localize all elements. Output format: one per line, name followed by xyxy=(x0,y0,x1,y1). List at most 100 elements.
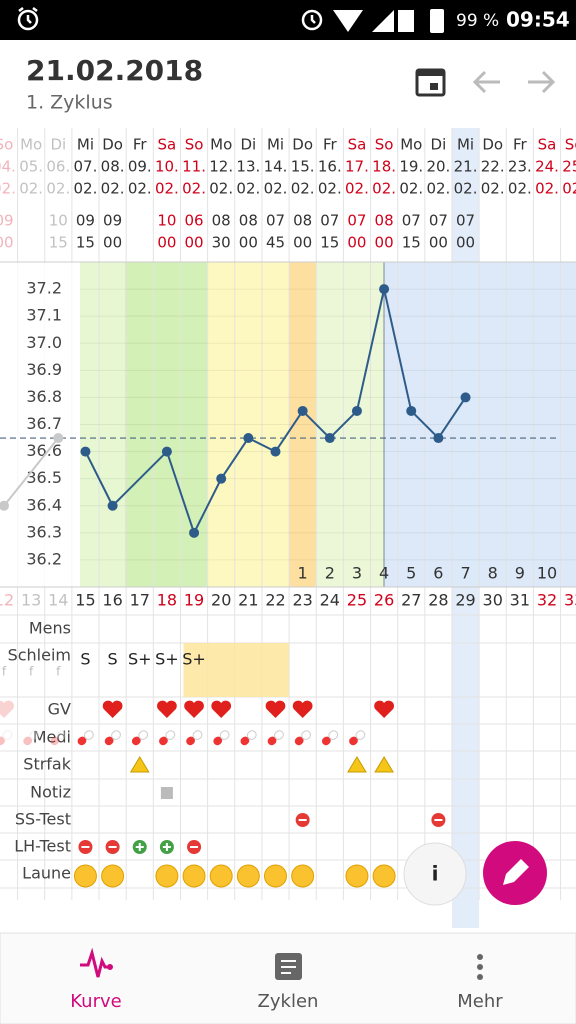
pill-icon xyxy=(267,730,284,746)
month: 02. xyxy=(508,180,532,198)
day: 07. xyxy=(74,158,98,176)
pill-half xyxy=(246,730,257,740)
header-cycle: 1. Zyklus xyxy=(26,92,113,114)
luteal-day: 3 xyxy=(352,564,362,583)
temp-segment xyxy=(329,410,358,439)
nav-item[interactable]: Kurve xyxy=(70,991,121,1012)
heart-icon xyxy=(374,700,395,718)
temp-segment xyxy=(301,410,331,439)
time-hour: 07 xyxy=(347,212,366,230)
phase-band xyxy=(316,262,384,587)
month: 02. xyxy=(0,180,16,198)
test-sign xyxy=(135,843,144,851)
luteal-day: 9 xyxy=(515,564,525,583)
pill-icon xyxy=(294,730,311,746)
time-minute: 30 xyxy=(212,234,231,252)
cycle-day: 32 xyxy=(537,591,557,610)
time-hour: 09 xyxy=(0,212,14,230)
day: 17. xyxy=(345,158,369,176)
signal-icon xyxy=(372,10,394,32)
heart-icon xyxy=(184,700,204,718)
y-tick-label: 36.4 xyxy=(26,495,62,514)
pill-half xyxy=(165,730,176,740)
month: 02. xyxy=(74,180,98,198)
temp-point xyxy=(53,433,64,444)
luteal-day: 1 xyxy=(298,564,308,583)
battery-icon xyxy=(430,9,444,33)
pill-icon xyxy=(77,730,94,746)
pill-icon xyxy=(213,730,230,746)
calendar-button[interactable] xyxy=(415,68,446,97)
next-button[interactable] xyxy=(528,70,556,94)
row-label: GV xyxy=(48,700,71,719)
time-minute: 15 xyxy=(320,234,339,252)
temp-segment xyxy=(410,410,440,439)
nav-item[interactable]: Mehr xyxy=(457,991,503,1012)
luteal-day: 5 xyxy=(406,564,416,583)
weekday: Mo xyxy=(400,136,422,154)
month: 02. xyxy=(535,180,559,198)
mood-icon xyxy=(291,864,315,888)
temp-point xyxy=(433,433,444,444)
weekday: Fr xyxy=(323,136,338,154)
month: 02. xyxy=(291,180,315,198)
row-label: Mens xyxy=(29,619,71,638)
time-minute: 00 xyxy=(347,234,366,252)
weekday: Do xyxy=(482,136,503,154)
time-minute: 00 xyxy=(293,234,312,252)
time-hour: 06 xyxy=(185,212,204,230)
time-minute: 00 xyxy=(456,234,475,252)
mucus-value: S xyxy=(80,650,90,669)
temp-segment xyxy=(165,451,195,534)
info-button[interactable] xyxy=(403,842,467,906)
month: 02. xyxy=(236,180,260,198)
mood-icon xyxy=(155,864,179,888)
warning-icon xyxy=(129,756,150,773)
time-minute: 45 xyxy=(266,234,285,252)
heart-icon xyxy=(265,700,286,718)
day: 14. xyxy=(264,158,288,176)
cycle-day: 26 xyxy=(374,591,394,610)
time-minute: 15 xyxy=(49,234,68,252)
cycle-day: 18 xyxy=(157,591,177,610)
weekday: Di xyxy=(50,136,66,154)
pill-half xyxy=(267,736,277,746)
month: 02. xyxy=(19,180,43,198)
cycle-day: 31 xyxy=(510,591,530,610)
month: 02. xyxy=(399,180,423,198)
prev-button[interactable] xyxy=(472,70,500,94)
nav-item[interactable]: Zyklen xyxy=(258,991,319,1012)
heart-icon xyxy=(102,700,123,718)
pill-icon xyxy=(104,730,121,746)
day: 13. xyxy=(236,158,260,176)
row-label: SS-Test xyxy=(15,810,71,829)
chart-layer: 36.236.336.436.536.636.736.836.937.037.1… xyxy=(0,128,576,928)
temp-segment xyxy=(84,451,114,507)
weekday: So xyxy=(565,136,576,154)
month: 02. xyxy=(155,180,179,198)
sim-icon xyxy=(398,10,414,32)
time-minute: 00 xyxy=(239,234,258,252)
day: 12. xyxy=(209,158,233,176)
month: 02. xyxy=(372,180,396,198)
day: 09. xyxy=(128,158,152,176)
heart-icon xyxy=(211,700,232,718)
mood-icon xyxy=(372,864,396,888)
phase-band xyxy=(207,262,289,587)
temp-point xyxy=(297,405,308,416)
row-label: Schleim xyxy=(8,646,71,665)
weekday: Mi xyxy=(267,136,284,154)
day: 04. xyxy=(0,158,16,176)
pill-half xyxy=(29,730,40,740)
month: 02. xyxy=(481,180,505,198)
month: 02. xyxy=(101,180,125,198)
cycle-day: 29 xyxy=(455,591,475,610)
pill-half xyxy=(77,736,87,746)
time-minute: 15 xyxy=(76,234,95,252)
mucus-value: S xyxy=(108,650,118,669)
cycle-day: 28 xyxy=(428,591,448,610)
day: 06. xyxy=(46,158,70,176)
time-minute: 00 xyxy=(185,234,204,252)
pill-half xyxy=(213,736,223,746)
